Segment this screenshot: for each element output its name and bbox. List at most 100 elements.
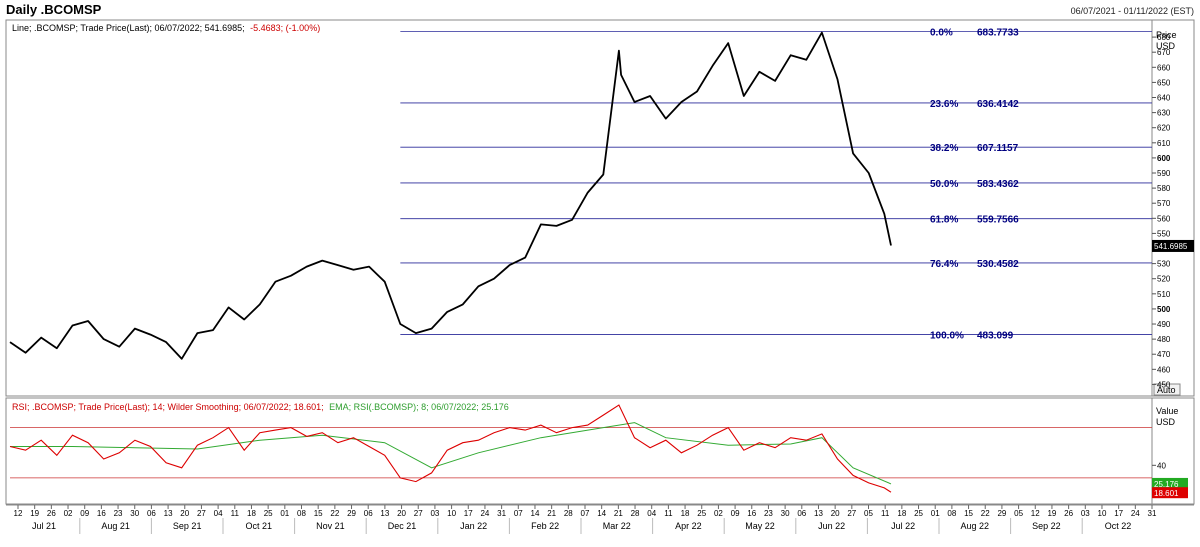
x-axis: 12 19 26 02 09 16 23 30 06 13 20 27 04 11 18 25 01 08 15 22… [6, 504, 1194, 534]
rsi-axis-title: Value [1156, 406, 1178, 416]
x-day-label: 30 [781, 509, 790, 518]
x-day-label: 03 [430, 509, 439, 518]
x-month-label: Aug 21 [101, 521, 130, 531]
price-tick-label: 480 [1157, 335, 1171, 344]
rsi-tick-label: 40 [1157, 461, 1166, 470]
x-day-label: 31 [497, 509, 506, 518]
price-tick-label: 520 [1157, 275, 1171, 284]
x-day-label: 11 [881, 509, 890, 518]
x-day-label: 06 [147, 509, 156, 518]
rsi-last-label: 18.601 [1154, 489, 1179, 498]
x-month-label: Sep 22 [1032, 521, 1061, 531]
fib-level-value: 683.7733 [977, 27, 1019, 38]
x-month-label: Oct 22 [1105, 521, 1132, 531]
price-y-axis: 4504604704804905005105205305405505605705… [1152, 33, 1171, 389]
x-day-label: 25 [914, 509, 923, 518]
x-day-label: 13 [164, 509, 173, 518]
x-day-label: 10 [447, 509, 456, 518]
fib-level-pct: 23.6% [930, 99, 958, 110]
rsi-legend-ema: EMA; RSI(.BCOMSP); 8; 06/07/2022; 25.176 [329, 402, 509, 412]
x-day-label: 23 [114, 509, 123, 518]
x-day-label: 09 [731, 509, 740, 518]
x-day-label: 28 [631, 509, 640, 518]
price-tick-label: 660 [1157, 63, 1171, 72]
x-day-label: 11 [231, 509, 240, 518]
rsi-legend: RSI; .BCOMSP; Trade Price(Last); 14; Wil… [12, 402, 509, 412]
x-day-label: 22 [330, 509, 339, 518]
chart-title: Daily .BCOMSP [6, 2, 102, 17]
x-month-label: Jul 21 [32, 521, 56, 531]
fib-level-value: 636.4142 [977, 99, 1019, 110]
x-day-label: 26 [47, 509, 56, 518]
x-day-label: 27 [414, 509, 423, 518]
x-day-label: 24 [1131, 509, 1140, 518]
price-tick-label: 680 [1157, 33, 1171, 42]
rsi-y-axis: 40 [1152, 461, 1166, 470]
last-value-badge [1152, 239, 1194, 252]
auto-scale-button[interactable] [1153, 383, 1181, 396]
price-tick-label: 570 [1157, 199, 1171, 208]
price-series: 541.6985 [9, 31, 1194, 360]
price-tick-label: 470 [1157, 350, 1171, 359]
x-day-label: 20 [397, 509, 406, 518]
ema-last-label: 25.176 [1154, 480, 1179, 489]
rsi-line [9, 404, 892, 493]
x-day-label: 05 [1014, 509, 1023, 518]
rsi-axis-unit: USD [1156, 417, 1176, 427]
x-day-label: 16 [747, 509, 756, 518]
x-day-label: 13 [814, 509, 823, 518]
x-day-label: 06 [364, 509, 373, 518]
price-line [9, 31, 892, 360]
fib-level-value: 559.7566 [977, 215, 1019, 226]
fib-level-pct: 100.0% [930, 330, 964, 341]
x-month-label: Mar 22 [603, 521, 631, 531]
x-day-label: 11 [664, 509, 673, 518]
rsi-legend-rsi: RSI; .BCOMSP; Trade Price(Last); 14; Wil… [12, 402, 324, 412]
x-day-label: 04 [214, 509, 223, 518]
price-axis-title: Price [1156, 30, 1177, 40]
price-tick-label: 560 [1157, 214, 1171, 223]
fib-level-pct: 38.2% [930, 143, 958, 154]
x-month-label: Sep 21 [173, 521, 202, 531]
fib-level-pct: 61.8% [930, 215, 958, 226]
x-day-label: 21 [614, 509, 623, 518]
x-day-label: 18 [247, 509, 256, 518]
x-day-label: 07 [581, 509, 590, 518]
x-day-label: 15 [314, 509, 323, 518]
fib-level-value: 483.099 [977, 330, 1014, 341]
x-day-label: 20 [831, 509, 840, 518]
x-day-label: 18 [681, 509, 690, 518]
x-month-label: Nov 21 [316, 521, 345, 531]
price-tick-label: 590 [1157, 169, 1171, 178]
fib-level-pct: 0.0% [930, 27, 953, 38]
x-day-label: 10 [1098, 509, 1107, 518]
x-day-label: 18 [897, 509, 906, 518]
x-day-label: 06 [797, 509, 806, 518]
x-day-label: 14 [597, 509, 606, 518]
x-day-label: 27 [847, 509, 856, 518]
rsi-axis-frame [1151, 397, 1195, 505]
x-day-label: 29 [347, 509, 356, 518]
x-day-label: 23 [764, 509, 773, 518]
price-tick-label: 450 [1157, 380, 1171, 389]
x-day-label: 01 [280, 509, 289, 518]
price-axis-frame [1151, 19, 1195, 397]
x-month-label: May 22 [745, 521, 775, 531]
x-month-label: Aug 22 [961, 521, 990, 531]
x-day-label: 12 [1031, 509, 1040, 518]
x-day-label: 26 [1064, 509, 1073, 518]
date-range: 06/07/2021 - 01/11/2022 (EST) [1070, 6, 1194, 16]
price-tick-label: 490 [1157, 320, 1171, 329]
x-day-label: 30 [130, 509, 139, 518]
price-tick-label: 610 [1157, 139, 1171, 148]
x-day-label: 07 [514, 509, 523, 518]
price-tick-label: 580 [1157, 184, 1171, 193]
rsi-last-badge [1152, 487, 1188, 499]
ema-line [10, 422, 892, 485]
price-legend-prefix: Line; .BCOMSP; Trade Price(Last); 06/07/… [12, 23, 245, 33]
fib-level-pct: 76.4% [930, 259, 958, 270]
price-tick-label: 510 [1157, 290, 1171, 299]
x-day-label: 19 [1047, 509, 1056, 518]
price-legend-change: -5.4683; (-1.00%) [250, 23, 320, 33]
